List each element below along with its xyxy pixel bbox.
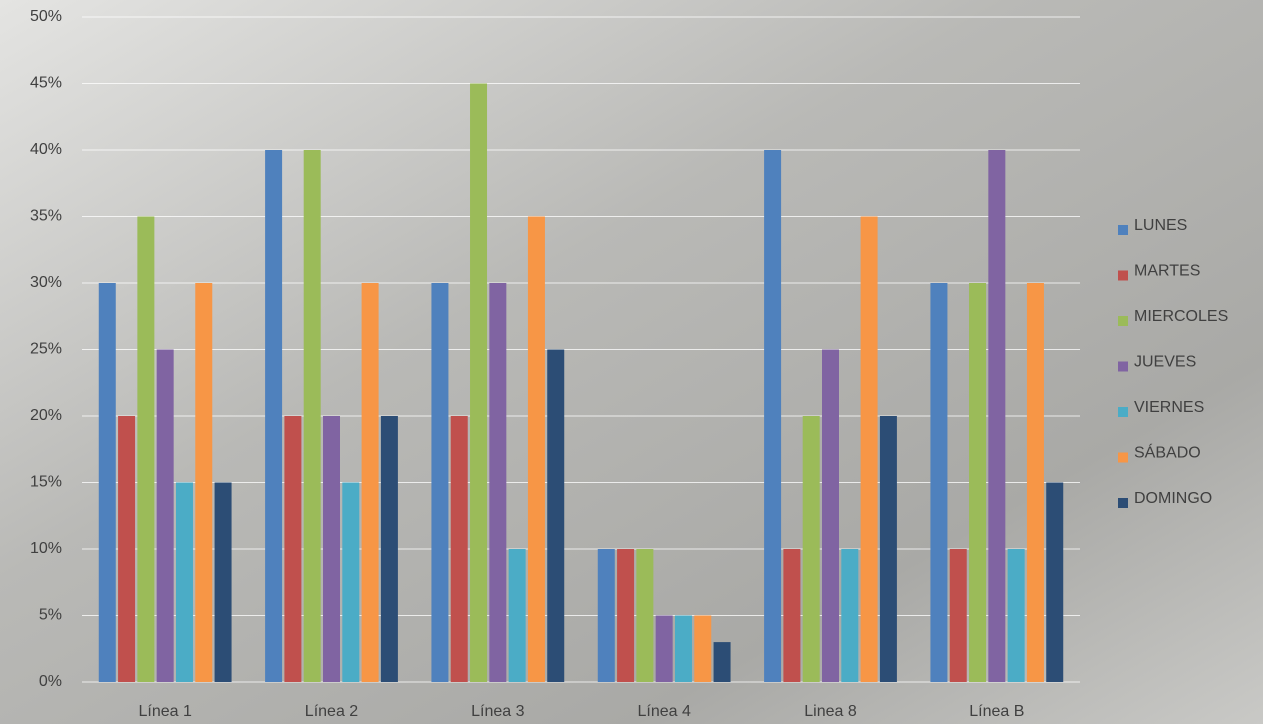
bar xyxy=(860,216,878,682)
bar xyxy=(470,83,488,682)
y-tick-label: 10% xyxy=(30,540,62,557)
y-tick-label: 25% xyxy=(30,341,62,358)
bar xyxy=(527,216,545,682)
bar xyxy=(969,283,987,682)
legend-label: SÁBADO xyxy=(1134,443,1201,462)
bar xyxy=(930,283,948,682)
legend-swatch xyxy=(1118,225,1128,235)
bar xyxy=(655,615,673,682)
bar xyxy=(380,416,398,682)
legend-swatch xyxy=(1118,316,1128,326)
bar xyxy=(674,615,692,682)
legend-swatch xyxy=(1118,361,1128,372)
bar xyxy=(547,349,565,682)
bar xyxy=(802,416,820,682)
bar xyxy=(175,482,193,682)
y-tick-label: 0% xyxy=(39,673,62,690)
y-tick-label: 5% xyxy=(39,607,62,624)
bar xyxy=(303,150,321,682)
y-tick-label: 40% xyxy=(30,141,62,158)
bar xyxy=(879,416,897,682)
bar xyxy=(195,283,213,682)
bar xyxy=(431,283,449,682)
bar xyxy=(284,416,302,682)
bar xyxy=(841,549,859,682)
bar xyxy=(1026,283,1044,682)
bar xyxy=(597,549,615,682)
legend-swatch xyxy=(1118,407,1128,417)
bar xyxy=(265,150,283,682)
y-tick-label: 15% xyxy=(30,474,62,491)
legend-label: MARTES xyxy=(1134,263,1200,280)
bar xyxy=(342,482,360,682)
y-tick-label: 20% xyxy=(30,407,62,424)
y-tick-label: 45% xyxy=(30,75,62,92)
x-tick-label: Línea 2 xyxy=(305,703,358,720)
x-tick-label: Línea B xyxy=(969,703,1024,720)
bar xyxy=(323,416,340,682)
bar xyxy=(764,150,782,682)
x-tick-label: Línea 4 xyxy=(637,703,690,720)
bar xyxy=(156,349,174,682)
legend-swatch xyxy=(1118,452,1128,463)
bar xyxy=(508,549,526,682)
bar xyxy=(694,615,712,682)
bar xyxy=(489,283,507,682)
bar xyxy=(988,150,1006,682)
x-tick-label: Linea 8 xyxy=(804,703,857,720)
bar xyxy=(636,549,654,682)
bar xyxy=(98,283,116,682)
bar xyxy=(1007,549,1025,682)
legend-swatch xyxy=(1118,270,1128,281)
bar xyxy=(949,549,967,682)
y-tick-label: 50% xyxy=(30,8,62,25)
bar xyxy=(617,549,635,682)
bar xyxy=(118,416,136,682)
legend-label: JUEVES xyxy=(1134,354,1196,371)
bar xyxy=(713,642,731,682)
legend-label: LUNES xyxy=(1134,217,1187,234)
legend-label: DOMINGO xyxy=(1134,490,1212,507)
bar xyxy=(361,283,379,682)
legend-swatch xyxy=(1118,498,1128,508)
legend-label: MIERCOLES xyxy=(1134,308,1228,325)
y-tick-label: 30% xyxy=(30,274,62,291)
bar xyxy=(137,216,155,682)
x-tick-label: Línea 3 xyxy=(471,703,524,720)
bar xyxy=(783,549,801,682)
bar xyxy=(214,482,232,682)
bar xyxy=(450,416,468,682)
x-tick-label: Línea 1 xyxy=(138,703,191,720)
bar xyxy=(1046,482,1064,682)
bar xyxy=(822,349,839,682)
y-tick-label: 35% xyxy=(30,208,62,225)
legend-label: VIERNES xyxy=(1134,399,1204,416)
